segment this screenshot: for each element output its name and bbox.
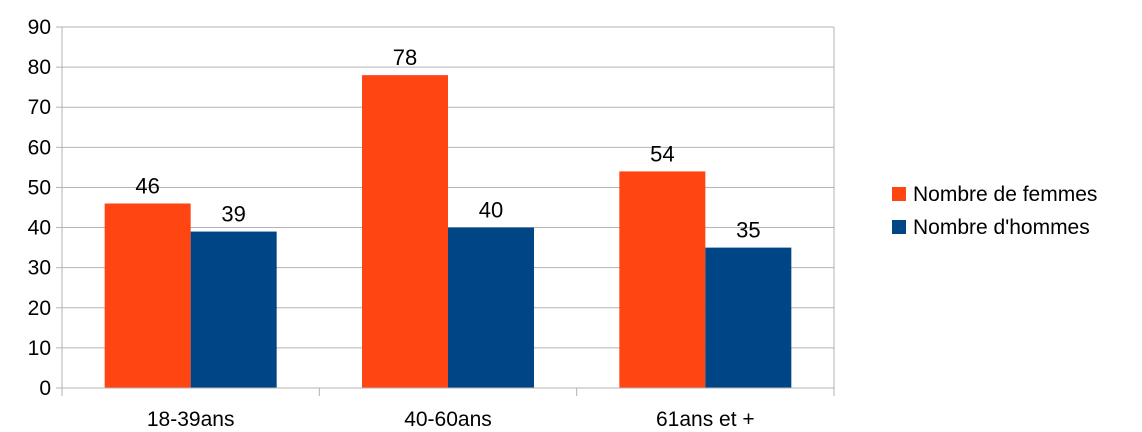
bar-hommes [448,227,534,388]
x-category-label: 61ans et + [656,408,755,431]
y-tick-label: 30 [28,257,51,280]
x-category-label: 40-60ans [404,408,492,431]
data-label: 54 [650,141,674,166]
y-tick-label: 0 [39,377,51,400]
bars [104,75,792,388]
bar-femmes [619,171,706,388]
legend-label: Nombre de femmes [913,183,1097,206]
bar-hommes [190,231,277,388]
bar-femmes [362,75,448,388]
y-tick-label: 90 [28,16,51,39]
bar-femmes [104,203,191,388]
axes [61,27,835,396]
data-label: 46 [135,173,159,198]
data-label: 35 [736,218,760,243]
y-tick-label: 80 [28,56,51,79]
y-tick-label: 60 [28,136,51,159]
legend: Nombre de femmes Nombre d'hommes [892,183,1097,239]
data-label: 39 [221,202,245,227]
y-tick-label: 20 [28,297,51,320]
y-tick-label: 40 [28,217,51,240]
data-labels: 46 39 78 40 54 35 [135,45,760,242]
y-tick-label: 50 [28,176,51,199]
legend-label: Nombre d'hommes [913,216,1090,239]
data-label: 40 [479,198,503,223]
legend-swatch [892,187,906,201]
x-axis-categories: 18-39ans 40-60ans 61ans et + [147,408,755,431]
legend-swatch [892,220,906,234]
y-tick-label: 70 [28,96,51,119]
bar-hommes [705,247,792,388]
x-category-label: 18-39ans [147,408,235,431]
y-tick-label: 10 [28,337,51,360]
data-label: 78 [393,45,417,70]
y-axis-ticks: 0 10 20 30 40 50 60 70 80 90 [28,16,51,400]
